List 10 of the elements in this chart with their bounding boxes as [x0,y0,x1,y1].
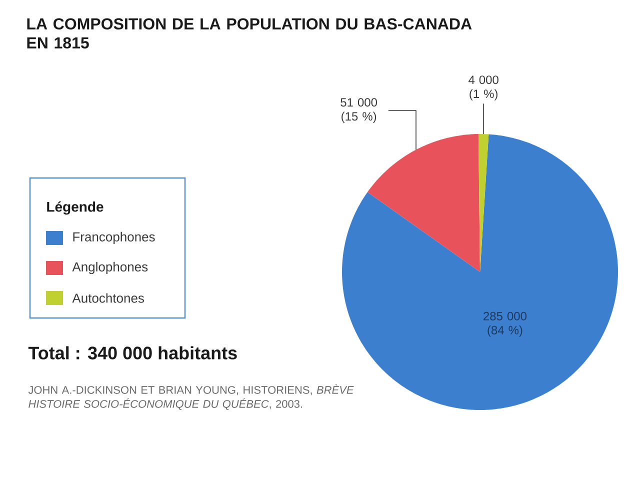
legend-label: Francophones [73,232,155,244]
data-label: 51 000 (15 %) [340,98,378,123]
legend-label: Autochtones [72,293,144,303]
data-label: 285 000 (84 %) [484,312,527,337]
text: Total : 340 000 habitants [28,346,237,360]
legend-label: Anglophones [72,262,148,274]
data-label: 4 000 (1 %) [468,76,498,100]
legend-title: Légende [47,201,104,215]
text: JOHN A.-DICKINSON ET BRIAN YOUNG, HISTORIENS, BRÈVE HISTOIRE SOCIO-ÉCONOMIQUE DU QUÉBEC, 2003. [28,384,354,410]
chart-title: LA COMPOSITION DE LA POPULATION DU BAS-CANADA EN 1815 [27,18,472,49]
